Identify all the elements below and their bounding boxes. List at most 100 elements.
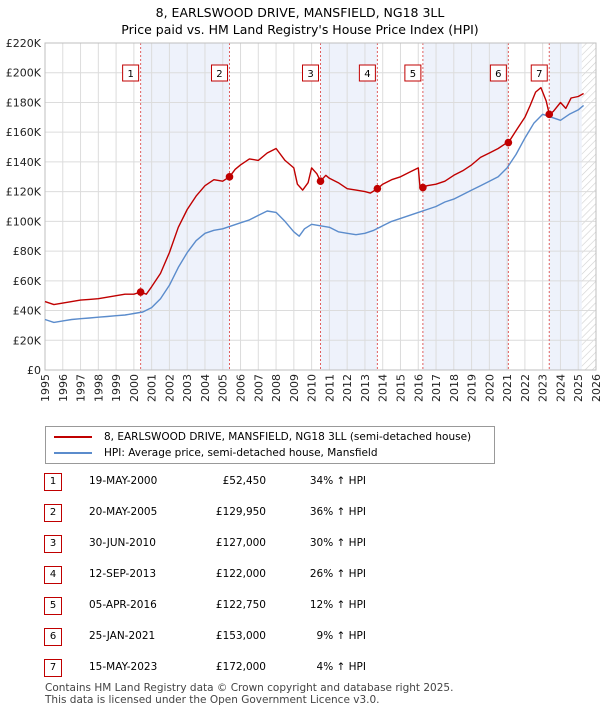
legend-item-property: 8, EARLSWOOD DRIVE, MANSFIELD, NG18 3LL …: [54, 429, 471, 445]
x-tick-label: 2008: [270, 374, 283, 402]
sale-number-badge: 4: [44, 566, 62, 584]
sale-label-box: 7: [530, 64, 548, 82]
ownership-span: [320, 43, 378, 370]
sale-price: £122,000: [215, 568, 266, 580]
sale-date: 19-MAY-2000: [89, 475, 158, 487]
sale-hpi-diff: 26% ↑ HPI: [309, 568, 366, 580]
x-tick-label: 2004: [199, 374, 212, 402]
x-tick-label: 2022: [519, 374, 532, 402]
footer-copyright: Contains HM Land Registry data © Crown c…: [45, 682, 454, 694]
sale-label-frame: [302, 64, 319, 82]
sale-date: 12-SEP-2013: [89, 568, 157, 580]
sale-row: 4 12-SEP-2013 £122,000 26% ↑ HPI: [44, 565, 374, 585]
sale-label-number: 2: [216, 69, 222, 80]
sale-price: £129,950: [215, 506, 266, 518]
x-tick-label: 2000: [128, 374, 141, 402]
sale-label-number: 1: [127, 69, 133, 80]
footer-licence: This data is licensed under the Open Gov…: [45, 694, 380, 706]
x-tick-label: 2016: [412, 374, 425, 402]
y-tick-label: £80K: [13, 245, 42, 258]
x-tick-label: 2012: [341, 374, 354, 402]
sale-date: 15-MAY-2023: [89, 661, 158, 673]
sale-date: 30-JUN-2010: [89, 537, 156, 549]
y-tick-label: £140K: [6, 156, 42, 169]
x-tick-label: 2024: [554, 374, 567, 402]
sale-label-box: 2: [210, 64, 228, 82]
y-tick-label: £220K: [6, 37, 42, 50]
ownership-span: [549, 43, 582, 370]
sale-label-box: 1: [122, 64, 140, 82]
y-tick-label: £40K: [13, 305, 42, 318]
x-tick-label: 2002: [163, 374, 176, 402]
x-tick-label: 2017: [430, 374, 443, 402]
x-tick-label: 2013: [359, 374, 372, 402]
sale-label-box: 3: [302, 64, 319, 82]
property-price-line: [44, 86, 584, 306]
future-hatch: [581, 43, 596, 370]
x-tick-label: 2018: [448, 374, 461, 402]
x-tick-label: 2006: [235, 374, 248, 402]
sale-point: [419, 183, 427, 192]
sale-price: £122,750: [215, 599, 266, 611]
x-tick-label: 2015: [394, 374, 407, 402]
y-tick-label: £20K: [13, 334, 42, 347]
sale-date: 05-APR-2016: [89, 599, 157, 611]
sale-hpi-diff: 9% ↑ HPI: [316, 630, 366, 642]
price-chart: £0 £20K £40K £60K £80K £100K £120K £140K £160K £1…: [6, 37, 600, 402]
sale-hpi-diff: 4% ↑ HPI: [316, 661, 366, 673]
sale-label-frame: [530, 64, 548, 82]
sale-hpi-diff: 36% ↑ HPI: [309, 506, 366, 518]
chart-subtitle: Price paid vs. HM Land Registry's House …: [121, 22, 479, 37]
sale-point: [504, 138, 513, 147]
y-tick-label: £180K: [6, 96, 42, 109]
x-tick-label: 2023: [537, 374, 550, 402]
sale-label-number: 6: [495, 69, 501, 80]
sale-row: 3 30-JUN-2010 £127,000 30% ↑ HPI: [44, 534, 374, 554]
legend-swatch-hpi: [54, 452, 92, 454]
y-tick-label: £160K: [6, 126, 42, 139]
x-tick-label: 2014: [377, 374, 390, 402]
x-tick-label: 2026: [590, 374, 600, 402]
sale-number-badge: 5: [44, 597, 62, 615]
x-tick-label: 2005: [217, 374, 230, 402]
sale-label-number: 4: [364, 69, 370, 80]
x-tick-label: 2003: [181, 374, 194, 402]
sale-point: [545, 110, 554, 119]
x-tick-label: 2019: [466, 374, 479, 402]
hpi-line: [44, 104, 585, 324]
sale-label-box: 6: [489, 64, 507, 82]
legend-label-property: 8, EARLSWOOD DRIVE, MANSFIELD, NG18 3LL …: [104, 431, 472, 443]
ownership-span: [140, 43, 230, 370]
sale-row: 1 19-MAY-2000 £52,450 34% ↑ HPI: [44, 472, 374, 492]
y-tick-label: £200K: [6, 67, 42, 80]
legend: 8, EARLSWOOD DRIVE, MANSFIELD, NG18 3LL …: [45, 426, 495, 464]
sale-hpi-diff: 30% ↑ HPI: [309, 537, 366, 549]
sale-label-frame: [210, 64, 228, 82]
x-tick-label: 1999: [110, 374, 123, 402]
y-tick-label: £100K: [6, 215, 42, 228]
x-tick-label: 2025: [572, 374, 585, 402]
chart-title: 8, EARLSWOOD DRIVE, MANSFIELD, NG18 3LL: [155, 5, 445, 20]
sale-price: £153,000: [215, 630, 266, 642]
sale-label-frame: [358, 64, 376, 82]
x-tick-label: 2020: [483, 374, 496, 402]
sale-label-number: 3: [307, 69, 313, 80]
sale-number-badge: 2: [44, 504, 62, 522]
legend-item-hpi: HPI: Average price, semi-detached house,…: [54, 445, 378, 461]
sale-date: 20-MAY-2005: [89, 506, 158, 518]
sale-label-box: 4: [358, 64, 376, 82]
sale-price: £52,450: [222, 475, 266, 487]
sale-number-badge: 7: [44, 659, 62, 677]
x-tick-label: 2011: [323, 374, 336, 402]
y-tick-label: £0: [27, 364, 41, 377]
sale-label-frame: [404, 64, 422, 82]
x-tick-label: 1995: [39, 374, 52, 402]
sale-label-frame: [489, 64, 507, 82]
legend-swatch-property: [54, 436, 92, 438]
plot-frame: [44, 42, 597, 371]
x-tick-label: 2001: [146, 374, 159, 402]
sale-number-badge: 3: [44, 535, 62, 553]
sale-number-badge: 6: [44, 628, 62, 646]
x-tick-label: 2007: [252, 374, 265, 402]
x-tick-label: 1997: [75, 374, 88, 402]
